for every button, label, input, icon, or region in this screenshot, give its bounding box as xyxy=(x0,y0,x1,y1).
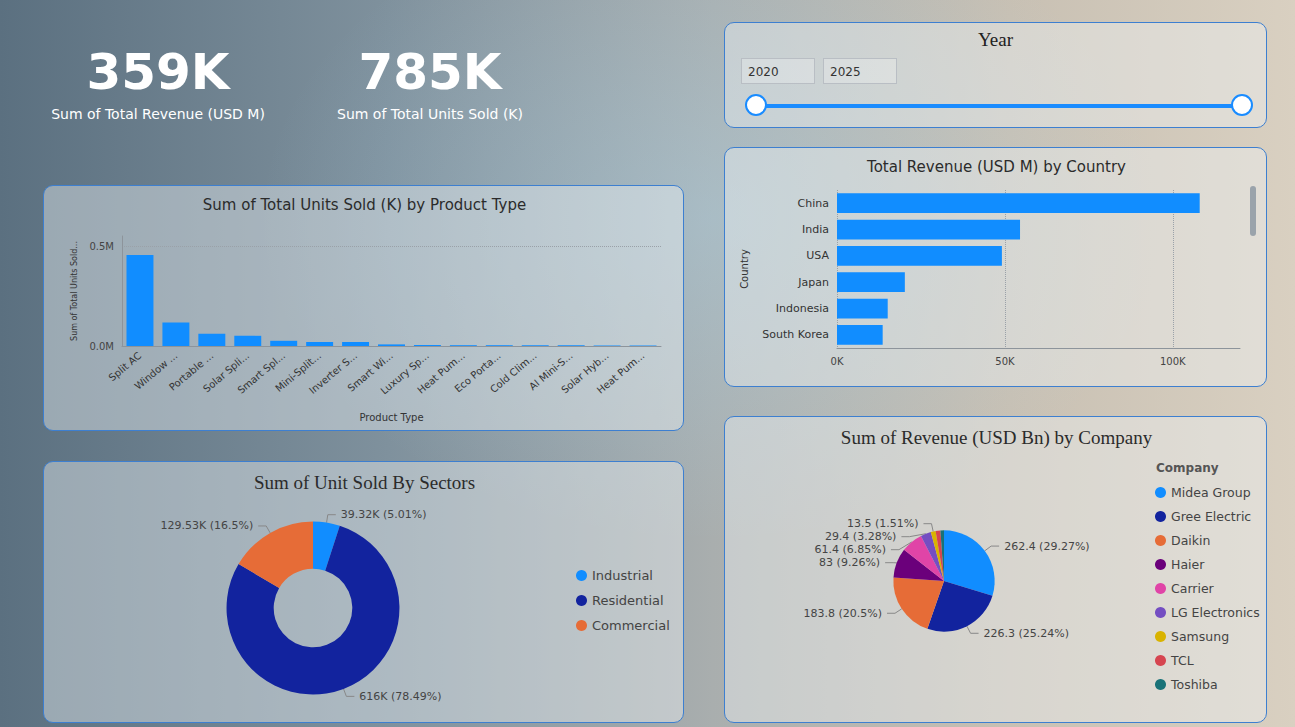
svg-text:Industrial: Industrial xyxy=(592,568,653,583)
svg-text:Inverter S...: Inverter S... xyxy=(307,349,360,396)
html-text:Year: Year xyxy=(978,29,1013,50)
svg-text:USA: USA xyxy=(806,249,829,262)
svg-text:100K: 100K xyxy=(1160,356,1186,367)
svg-text:Haier: Haier xyxy=(1171,557,1205,572)
svg-text:Gree Electric: Gree Electric xyxy=(1171,509,1251,524)
svg-text:Sum of Revenue (USD Bn) by Com: Sum of Revenue (USD Bn) by Company xyxy=(841,427,1153,449)
svg-text:TCL: TCL xyxy=(1170,653,1194,668)
svg-text:Eco Porta...: Eco Porta... xyxy=(452,349,503,395)
svg-text:Country: Country xyxy=(739,249,750,289)
svg-text:Daikin: Daikin xyxy=(1171,533,1210,548)
html-text:2020: 2020 xyxy=(748,65,779,79)
svg-text:Solar Hyb...: Solar Hyb... xyxy=(559,349,611,396)
svg-text:Split AC: Split AC xyxy=(106,349,144,384)
svg-text:13.5 (1.51%): 13.5 (1.51%) xyxy=(847,517,919,530)
svg-text:616K (78.49%): 616K (78.49%) xyxy=(359,690,441,703)
svg-text:Carrier: Carrier xyxy=(1171,581,1215,596)
svg-text:Samsung: Samsung xyxy=(1171,629,1229,644)
svg-text:South Korea: South Korea xyxy=(762,328,829,341)
svg-text:China: China xyxy=(798,197,829,210)
svg-text:Luxury Sp...: Luxury Sp... xyxy=(378,349,431,397)
svg-text:Commercial: Commercial xyxy=(592,618,670,633)
svg-text:61.4 (6.85%): 61.4 (6.85%) xyxy=(814,543,886,556)
svg-text:29.4 (3.28%): 29.4 (3.28%) xyxy=(825,530,897,543)
svg-text:Window ...: Window ... xyxy=(132,349,180,392)
svg-text:Cold Clim...: Cold Clim... xyxy=(487,349,539,395)
svg-text:226.3 (25.24%): 226.3 (25.24%) xyxy=(984,627,1070,640)
svg-text:Midea Group: Midea Group xyxy=(1171,485,1251,500)
svg-text:83 (9.26%): 83 (9.26%) xyxy=(819,556,880,569)
svg-text:Mini-Split...: Mini-Split... xyxy=(273,349,324,395)
svg-text:Residential: Residential xyxy=(592,593,664,608)
svg-text:Solar Spli...: Solar Spli... xyxy=(201,349,252,395)
svg-text:Heat Pum...: Heat Pum... xyxy=(595,350,647,396)
svg-text:Product Type: Product Type xyxy=(359,412,423,423)
svg-text:129.53K (16.5%): 129.53K (16.5%) xyxy=(160,519,253,532)
svg-text:0.0M: 0.0M xyxy=(89,341,114,352)
svg-text:Toshiba: Toshiba xyxy=(1170,677,1218,692)
svg-text:Smart Spl...: Smart Spl... xyxy=(235,349,288,396)
html-text:785K: 785K xyxy=(358,43,502,101)
svg-text:183.8 (20.5%): 183.8 (20.5%) xyxy=(803,607,882,620)
svg-text:AI Mini-S...: AI Mini-S... xyxy=(527,349,575,393)
html-text:Sum of Total Revenue (USD M): Sum of Total Revenue (USD M) xyxy=(51,106,265,122)
svg-text:0K: 0K xyxy=(831,356,844,367)
svg-text:Total Revenue (USD M) by Count: Total Revenue (USD M) by Country xyxy=(866,158,1126,176)
svg-text:Indonesia: Indonesia xyxy=(776,302,829,315)
svg-text:39.32K (5.01%): 39.32K (5.01%) xyxy=(341,508,427,521)
svg-text:262.4 (29.27%): 262.4 (29.27%) xyxy=(1004,540,1090,553)
html-text:2025: 2025 xyxy=(830,65,861,79)
svg-text:Sum of Total Units Sold (K) by: Sum of Total Units Sold (K) by Product T… xyxy=(203,196,526,214)
svg-text:LG Electronics: LG Electronics xyxy=(1171,605,1260,620)
svg-text:50K: 50K xyxy=(995,356,1015,367)
svg-text:Smart Wi...: Smart Wi... xyxy=(345,349,395,394)
svg-text:0.5M: 0.5M xyxy=(89,241,114,252)
svg-text:Portable ...: Portable ... xyxy=(167,349,216,393)
svg-text:Company: Company xyxy=(1156,461,1219,475)
svg-text:India: India xyxy=(802,223,829,236)
html-text:359K: 359K xyxy=(86,43,230,101)
svg-text:Sum of Unit Sold By Sectors: Sum of Unit Sold By Sectors xyxy=(254,472,475,493)
svg-text:Japan: Japan xyxy=(797,276,829,289)
html-text:Sum of Total Units Sold (K): Sum of Total Units Sold (K) xyxy=(337,106,523,122)
svg-text:Sum of Total Units Sold...: Sum of Total Units Sold... xyxy=(70,241,79,341)
svg-text:Heat Pum...: Heat Pum... xyxy=(415,349,467,396)
